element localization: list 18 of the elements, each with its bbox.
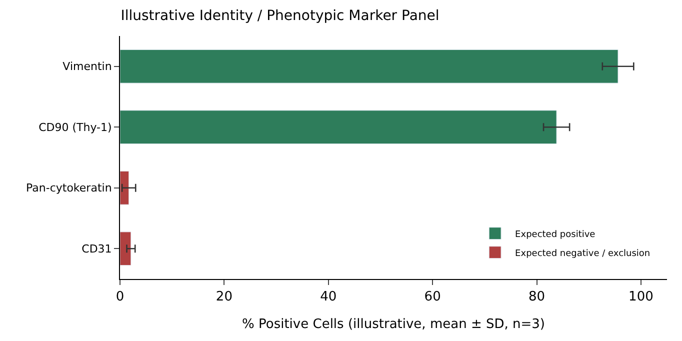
bar [120,49,618,84]
x-tick-label: 40 [320,290,337,305]
bar [120,170,130,205]
legend-label: Expected negative / exclusion [515,248,650,259]
x-tick-label: 60 [424,290,441,305]
x-tick-label: 80 [528,290,546,305]
chart-title: Illustrative Identity / Phenotypic Marker Panel [120,8,440,24]
legend-label: Expected positive [515,230,596,240]
y-tick-label: Pan-cytokeratin [26,182,112,195]
x-tick-label: 100 [628,290,654,305]
x-tick-label: 0 [116,290,124,305]
x-axis-title: % Positive Cells (illustrative, mean ± SD, n=3) [242,317,545,332]
x-tick-label: 20 [216,290,232,305]
y-tick-label: CD31 [82,242,112,256]
y-tick-label: CD90 (Thy-1) [38,120,112,134]
bar [120,232,132,266]
bar [120,110,557,144]
y-tick-label: Vimentin [62,60,112,74]
